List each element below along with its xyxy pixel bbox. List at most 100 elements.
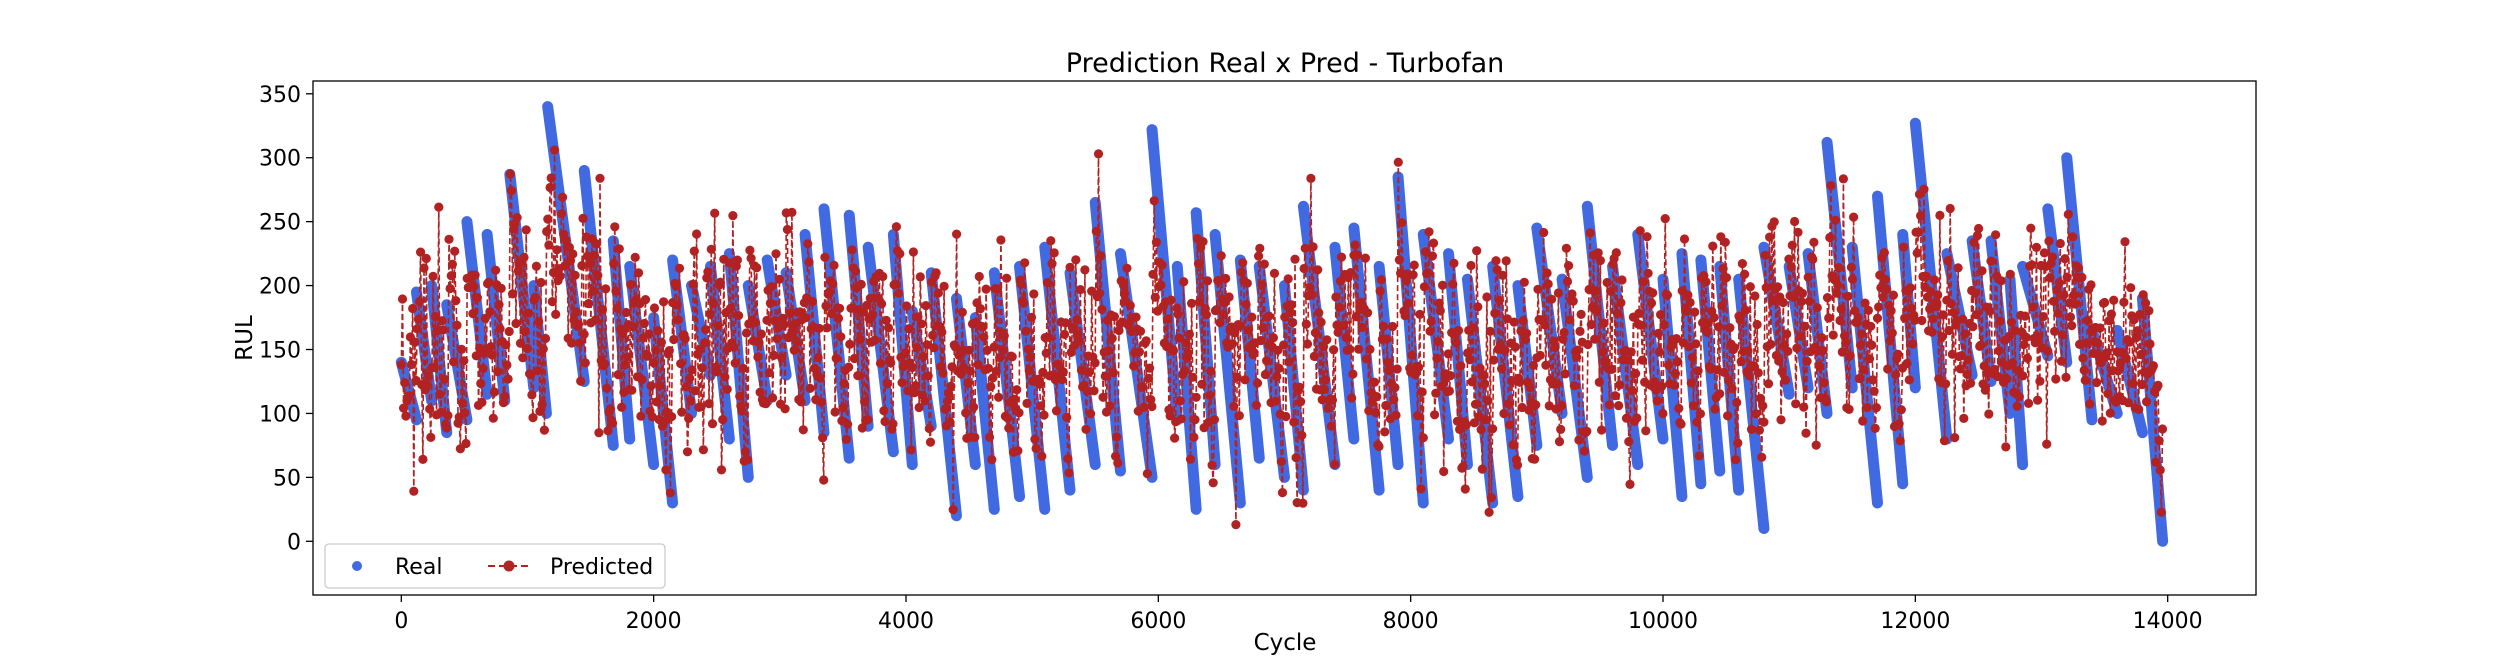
predicted-point: [1465, 355, 1475, 365]
predicted-point: [1197, 379, 1207, 389]
predicted-point: [2085, 399, 2095, 409]
x-axis: 0 2000 4000 6000 8000 10000 12000 14000: [394, 595, 2203, 634]
predicted-point: [833, 313, 844, 323]
predicted-point: [1993, 371, 2003, 382]
predicted-point: [2086, 280, 2096, 290]
predicted-point: [1231, 520, 1241, 530]
predicted-point: [1269, 268, 1280, 278]
predicted-point: [408, 303, 418, 314]
predicted-point: [1494, 295, 1504, 305]
predicted-point: [461, 438, 471, 449]
predicted-point: [534, 316, 544, 327]
predicted-point: [1787, 240, 1797, 250]
predicted-point: [991, 366, 1001, 376]
predicted-point: [1433, 336, 1443, 347]
predicted-point: [1690, 307, 1700, 317]
predicted-point: [507, 289, 518, 299]
predicted-point: [1256, 335, 1266, 346]
predicted-point: [611, 286, 621, 296]
predicted-point: [437, 316, 447, 326]
predicted-point: [2012, 401, 2022, 411]
predicted-point: [1819, 378, 1829, 388]
predicted-point: [1307, 290, 1317, 300]
predicted-point: [2070, 299, 2080, 309]
y-tick-label: 250: [259, 211, 301, 236]
predicted-point: [535, 406, 545, 416]
predicted-point: [963, 378, 973, 388]
predicted-point: [1268, 333, 1278, 343]
predicted-point: [659, 297, 669, 307]
predicted-point: [831, 353, 841, 363]
predicted-point: [404, 391, 414, 401]
predicted-point: [1643, 268, 1653, 278]
predicted-point: [1835, 315, 1845, 326]
real-data-run: [2136, 292, 2169, 547]
predicted-point: [2068, 232, 2078, 242]
predicted-point: [1976, 340, 1986, 350]
predicted-point: [1354, 344, 1364, 354]
predicted-point: [761, 399, 771, 409]
predicted-point: [1986, 256, 1996, 266]
predicted-point: [1410, 370, 1420, 380]
x-axis-label: Cycle: [1254, 630, 1317, 656]
predicted-point: [2058, 330, 2068, 340]
predicted-point: [445, 283, 455, 294]
predicted-point: [844, 362, 854, 372]
predicted-point: [518, 353, 528, 363]
predicted-point: [1274, 363, 1284, 373]
predicted-point: [1749, 361, 1759, 371]
predicted-point: [1715, 389, 1725, 399]
predicted-point: [982, 345, 992, 355]
predicted-point: [1168, 346, 1179, 356]
predicted-point: [1087, 286, 1097, 296]
predicted-point: [1296, 397, 1306, 407]
predicted-point: [698, 445, 709, 455]
real-data-run: [607, 235, 636, 445]
predicted-point: [1489, 355, 1499, 365]
predicted-point: [1800, 321, 1810, 331]
predicted-point: [938, 368, 948, 378]
predicted-point: [1142, 469, 1152, 479]
predicted-point: [1059, 329, 1070, 339]
predicted-point: [1352, 250, 1362, 260]
predicted-point: [1737, 259, 1747, 269]
predicted-point: [1329, 345, 1339, 355]
predicted-point: [1838, 174, 1848, 184]
predicted-point: [1262, 356, 1272, 366]
predicted-point: [1157, 260, 1167, 270]
predicted-point: [2153, 380, 2163, 390]
predicted-point: [1599, 318, 1609, 328]
predicted-point: [1853, 312, 1863, 323]
predicted-point: [1969, 237, 1979, 247]
predicted-point: [613, 370, 623, 380]
predicted-point: [1692, 417, 1702, 427]
predicted-point: [646, 381, 656, 391]
predicted-point: [2028, 302, 2038, 312]
predicted-point: [981, 284, 991, 294]
predicted-point: [2081, 338, 2091, 348]
predicted-point: [1423, 268, 1433, 278]
predicted-point: [511, 318, 521, 329]
predicted-point: [894, 288, 904, 298]
predicted-point: [1636, 320, 1646, 330]
predicted-point: [628, 322, 638, 332]
predicted-point: [1041, 348, 1051, 358]
predicted-point: [1285, 307, 1295, 317]
predicted-point: [2095, 323, 2105, 333]
predicted-point: [1963, 355, 1973, 365]
predicted-point: [1533, 284, 1543, 294]
predicted-point: [1732, 397, 1742, 408]
predicted-point: [505, 169, 515, 179]
y-tick-label: 200: [259, 275, 301, 300]
predicted-point: [1744, 371, 1754, 381]
predicted-point: [1014, 408, 1024, 418]
predicted-point: [2020, 311, 2030, 321]
predicted-point: [1905, 283, 1915, 293]
predicted-point: [1731, 455, 1741, 465]
predicted-point: [716, 465, 727, 475]
predicted-point: [416, 247, 426, 257]
predicted-point: [1634, 308, 1644, 318]
predicted-point: [1843, 291, 1853, 301]
predicted-point: [526, 370, 536, 380]
predicted-point: [1708, 241, 1718, 251]
